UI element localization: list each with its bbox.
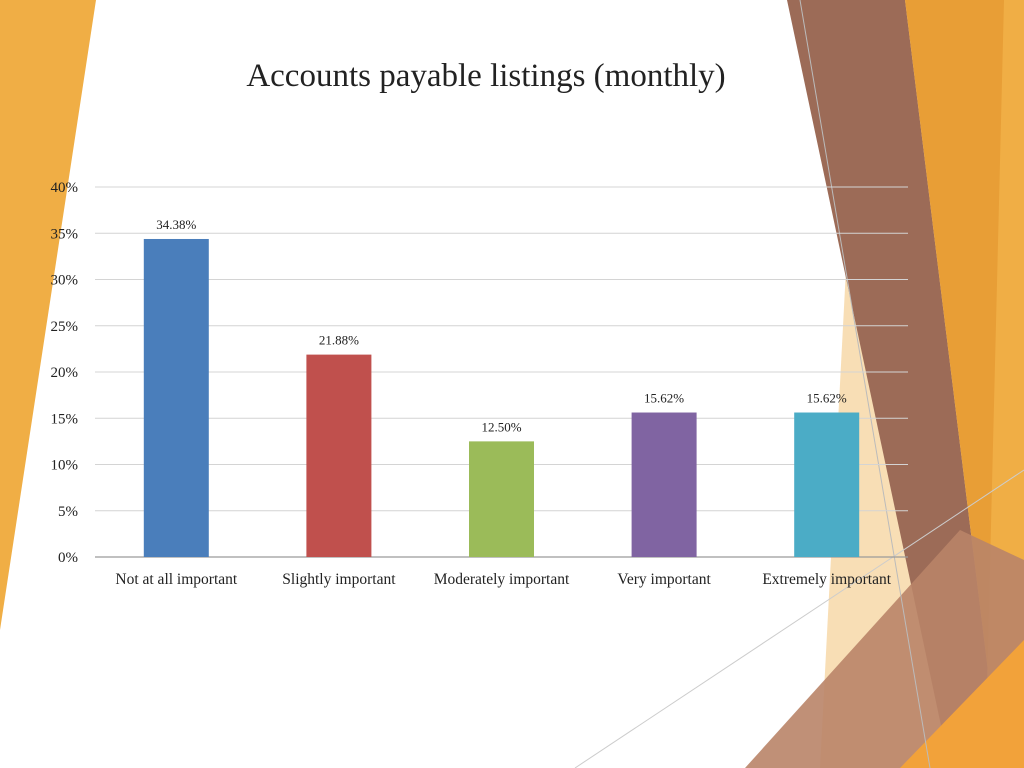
y-tick-label: 20% xyxy=(51,365,79,381)
data-label: 15.62% xyxy=(807,391,847,406)
left-accent-shape xyxy=(0,0,96,630)
chart-title: Accounts payable listings (monthly) xyxy=(246,58,726,94)
data-label: 15.62% xyxy=(644,391,684,406)
y-tick-label: 10% xyxy=(51,458,79,474)
bar xyxy=(306,354,372,557)
x-category-label: Extremely important xyxy=(762,571,891,588)
bottom-accent-brown xyxy=(745,530,1024,768)
x-category-label: Very important xyxy=(617,571,711,588)
data-label: 12.50% xyxy=(481,419,521,434)
y-tick-label: 30% xyxy=(51,273,79,289)
bar xyxy=(143,238,209,558)
y-tick-label: 0% xyxy=(58,550,78,566)
bar xyxy=(469,441,534,557)
decor-line-2 xyxy=(574,469,1024,768)
decor-line-1 xyxy=(799,0,931,768)
bar xyxy=(794,412,860,557)
x-category-label: Not at all important xyxy=(115,571,238,588)
y-tick-label: 35% xyxy=(51,226,79,242)
bottom-accent-orange xyxy=(900,640,1024,768)
data-label: 21.88% xyxy=(319,333,359,348)
y-tick-label: 15% xyxy=(51,411,79,427)
data-label: 34.38% xyxy=(156,217,196,232)
x-category-label: Moderately important xyxy=(434,571,570,588)
x-category-label: Slightly important xyxy=(282,571,396,588)
y-tick-label: 40% xyxy=(51,180,79,196)
bar xyxy=(631,412,697,557)
y-tick-label: 25% xyxy=(51,319,79,335)
y-tick-label: 5% xyxy=(58,504,78,520)
